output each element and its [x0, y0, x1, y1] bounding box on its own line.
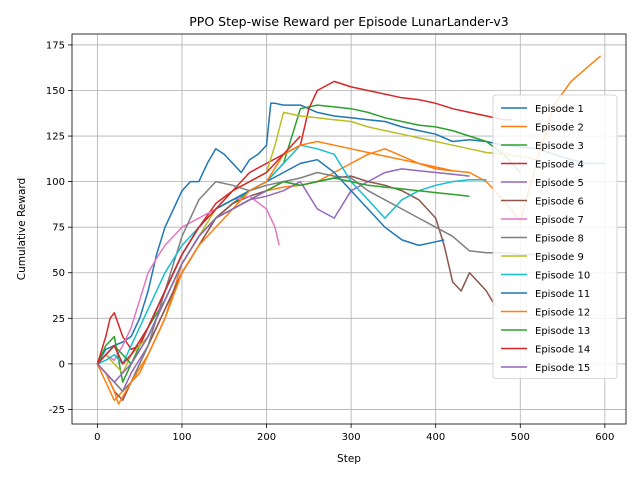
y-tick-label: 125	[46, 132, 65, 143]
x-tick-label: 400	[426, 432, 445, 443]
series-line-episode-5	[96, 168, 470, 392]
y-tick-label: 25	[52, 314, 65, 325]
x-tick-label: 100	[172, 432, 191, 443]
legend-label: Episode 3	[535, 141, 584, 152]
legend-label: Episode 5	[535, 178, 584, 189]
legend-label: Episode 13	[535, 326, 590, 337]
plot-area	[96, 55, 605, 405]
y-tick-label: 100	[46, 177, 65, 188]
y-tick-label: 75	[52, 223, 65, 234]
x-tick-label: 200	[257, 432, 276, 443]
legend-label: Episode 15	[535, 363, 590, 374]
y-tick-label: 0	[59, 359, 65, 370]
legend-label: Episode 6	[535, 197, 584, 208]
legend-label: Episode 8	[535, 234, 584, 245]
x-tick-label: 600	[595, 432, 614, 443]
legend-label: Episode 1	[535, 104, 584, 115]
series-lines	[96, 55, 605, 405]
series-line-episode-14	[96, 135, 301, 365]
y-tick-label: 150	[46, 86, 65, 97]
y-axis-label: Cumulative Reward	[16, 178, 28, 280]
legend-label: Episode 14	[535, 345, 590, 356]
y-tick-label: 50	[52, 268, 65, 279]
legend-label: Episode 9	[535, 252, 584, 263]
legend-box	[492, 94, 618, 379]
plot-frame	[71, 33, 627, 425]
series-line-episode-10	[97, 144, 487, 365]
series-line-episode-12	[96, 140, 453, 405]
legend: Episode 1 Episode 2 Episode 3 Episode 4 Epis…	[492, 94, 618, 379]
legend-label: Episode 7	[535, 215, 584, 226]
x-tick-label: 0	[94, 432, 100, 443]
axis-ticks: 0 100 200 300 400 500 600 -25 0 25 50 75 100 125 150 17…	[46, 40, 614, 443]
legend-label: Episode 10	[535, 271, 590, 282]
legend-label: Episode 11	[535, 289, 590, 300]
series-line-episode-7	[96, 195, 280, 365]
y-tick-label: 175	[46, 40, 65, 51]
x-axis-label: Step	[337, 453, 361, 465]
legend-label: Episode 4	[535, 160, 584, 171]
series-line-episode-15	[96, 190, 267, 383]
series-line-episode-8	[96, 171, 538, 392]
x-tick-label: 300	[342, 432, 361, 443]
series-line-episode-9	[96, 111, 538, 374]
chart-title: PPO Step-wise Reward per Episode LunarLa…	[189, 14, 508, 29]
x-tick-label: 500	[511, 432, 530, 443]
legend-label: Episode 12	[535, 308, 590, 319]
legend-label: Episode 2	[535, 123, 584, 134]
y-tick-label: -25	[49, 405, 65, 416]
